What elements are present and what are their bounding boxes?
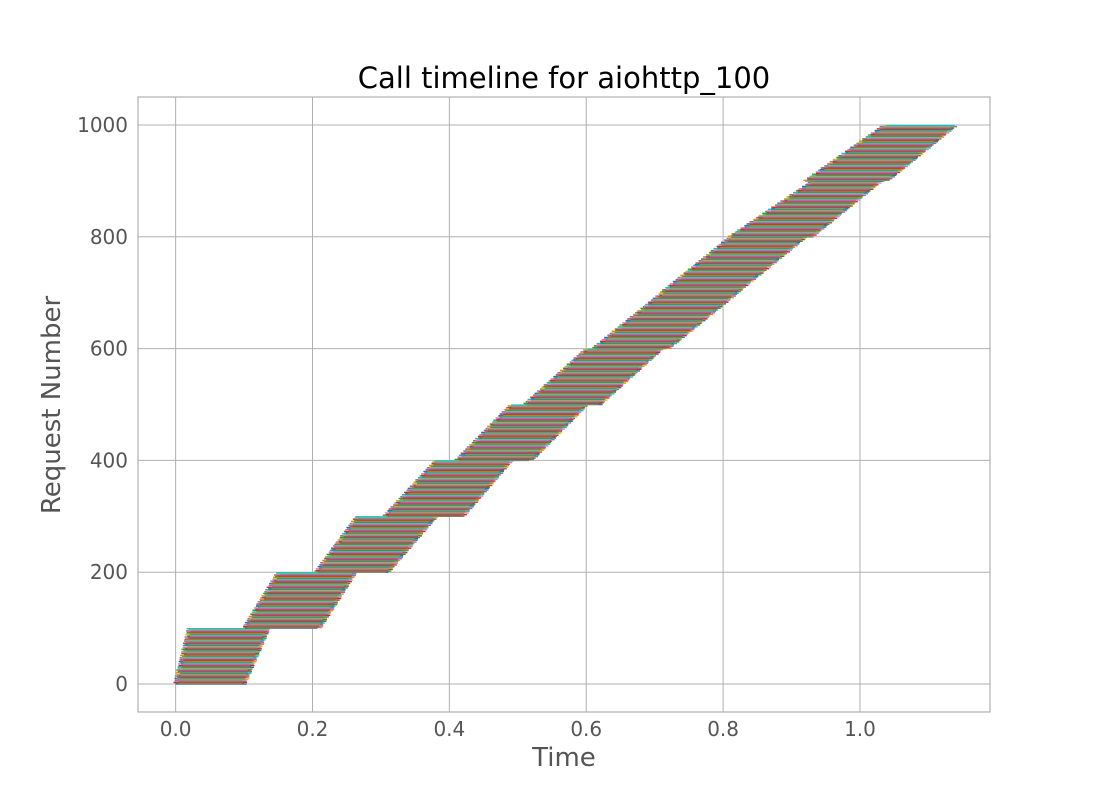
request-bars	[173, 124, 958, 685]
plot-frame	[137, 96, 991, 713]
y-tick-label: 400	[90, 448, 128, 472]
x-axis-label: Time	[531, 743, 596, 773]
y-tick-label: 0	[115, 672, 128, 696]
chart-title: Call timeline for aiohttp_100	[358, 61, 770, 95]
y-tick-labels: 0 200 400 600 800 1000	[77, 113, 128, 696]
x-tick-label: 0.6	[570, 717, 602, 741]
y-tick-label: 800	[90, 225, 128, 249]
y-tick-label: 1000	[77, 113, 128, 137]
y-tick-label: 200	[90, 560, 128, 584]
x-tick-label: 0.4	[433, 717, 465, 741]
x-tick-label: 0.2	[297, 717, 329, 741]
x-tick-labels: 0.0 0.2 0.4 0.6 0.8 1.0	[160, 717, 876, 741]
y-tick-label: 600	[90, 337, 128, 361]
x-tick-label: 1.0	[844, 717, 876, 741]
x-tick-label: 0.0	[160, 717, 192, 741]
y-axis-label: Request Number	[37, 296, 67, 515]
x-tick-label: 0.8	[707, 717, 739, 741]
